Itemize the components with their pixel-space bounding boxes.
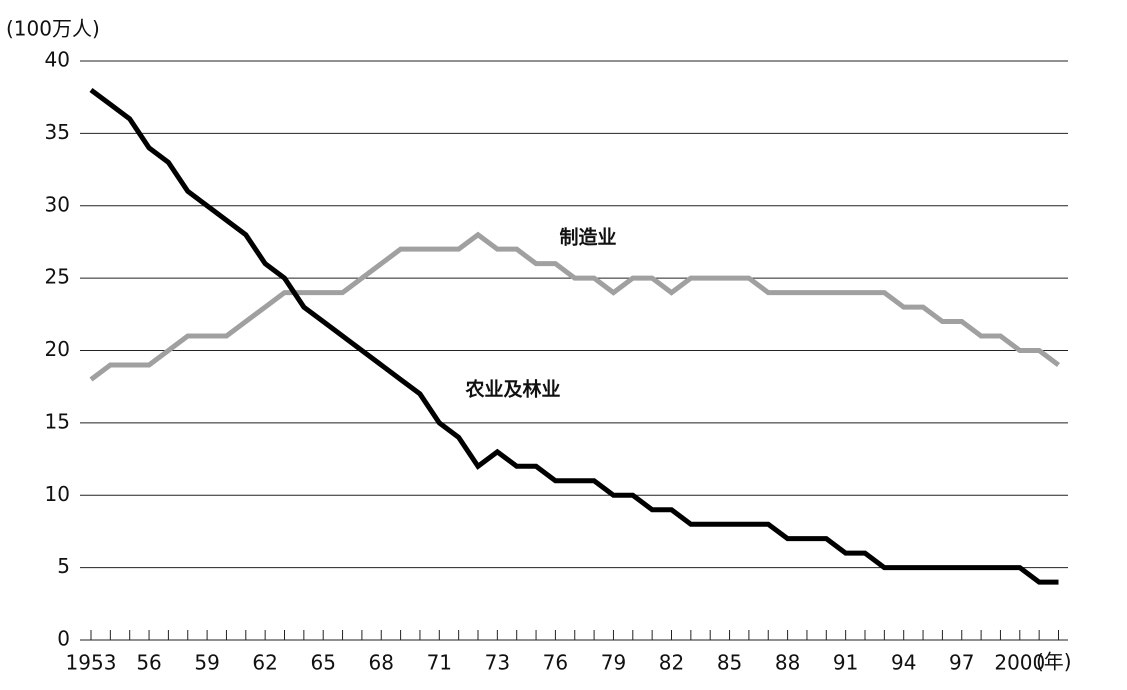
y-tick-label: 10: [45, 482, 70, 506]
x-tick-label: 97: [949, 651, 974, 675]
x-tick-label: 71: [427, 651, 452, 675]
x-tick-label: 76: [543, 651, 568, 675]
line: [89, 87, 1059, 585]
x-tick-label: 88: [775, 651, 800, 675]
y-tick-label: 25: [45, 265, 70, 289]
x-tick-label: 59: [194, 651, 219, 675]
x-tick-label: 56: [136, 651, 161, 675]
x-tick-label: 94: [891, 651, 916, 675]
y-axis-label: (100万人): [6, 17, 100, 41]
line: [89, 231, 1060, 382]
y-tick-label: 30: [45, 192, 70, 216]
y-tick-label: 20: [45, 337, 70, 361]
x-tick-label: 62: [252, 651, 277, 675]
y-tick-label: 35: [45, 120, 70, 144]
y-tick-label: 0: [57, 627, 70, 651]
y-tick-label: 15: [45, 409, 70, 433]
series-label: 农业及林业: [464, 378, 560, 401]
y-tick-label: 40: [45, 48, 70, 72]
x-tick-label: 2000: [994, 651, 1045, 675]
x-tick-label: 85: [717, 651, 742, 675]
x-axis-label: (年): [1036, 650, 1072, 674]
x-tick-label: 1953: [66, 651, 117, 675]
x-tick-label: 73: [485, 651, 510, 675]
x-tick-label: 68: [369, 651, 394, 675]
x-tick-label: 91: [833, 651, 858, 675]
series-label: 制造业: [559, 226, 616, 249]
x-tick-label: 79: [601, 651, 626, 675]
y-tick-label: 5: [57, 554, 70, 578]
x-tick-label: 65: [310, 651, 335, 675]
x-tick-label: 82: [659, 651, 684, 675]
